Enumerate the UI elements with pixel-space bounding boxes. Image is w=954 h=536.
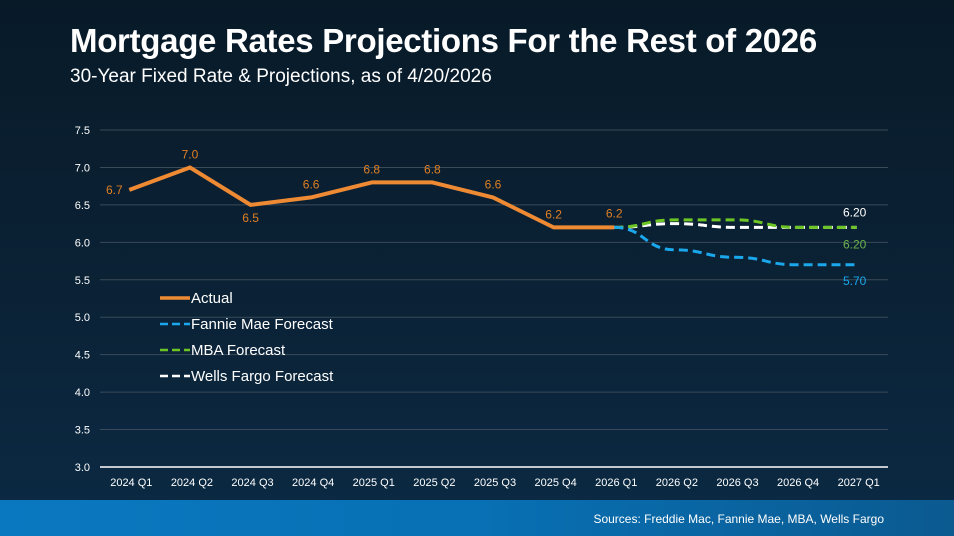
- legend-label: Actual: [191, 290, 233, 307]
- data-label-actual: 6.2: [606, 206, 623, 220]
- y-tick-label: 5.5: [75, 275, 90, 287]
- legend-item: Actual: [160, 290, 233, 307]
- data-label-actual: 6.5: [242, 211, 259, 225]
- x-tick-label: 2024 Q2: [171, 477, 213, 489]
- footer-banner: Sources: Freddie Mac, Fannie Mae, MBA, W…: [0, 500, 954, 536]
- data-label-actual: 6.7: [106, 183, 123, 197]
- x-tick-label: 2026 Q4: [777, 477, 819, 489]
- x-tick-label: 2024 Q4: [292, 477, 334, 489]
- y-tick-label: 3.0: [75, 462, 90, 474]
- legend: Actual Fannie Mae Forecast MBA Forecast Wel…: [160, 290, 334, 385]
- x-axis-ticks: 2024 Q1 2024 Q2 2024 Q3 2024 Q4 2025 Q1 2025 …: [110, 477, 880, 489]
- x-tick-label: 2025 Q4: [535, 477, 577, 489]
- data-label-actual: 6.6: [485, 177, 502, 191]
- data-label-end-mba-forecast: 6.20: [843, 237, 867, 251]
- gridlines: [100, 129, 888, 468]
- data-label-actual: 7.0: [182, 147, 199, 161]
- y-tick-label: 5.0: [75, 312, 90, 324]
- legend-item: MBA Forecast: [160, 342, 286, 359]
- y-tick-label: 4.5: [75, 350, 90, 362]
- y-tick-label: 4.0: [75, 387, 90, 399]
- x-tick-label: 2026 Q2: [656, 477, 698, 489]
- x-tick-label: 2027 Q1: [838, 477, 880, 489]
- x-tick-label: 2026 Q3: [716, 477, 758, 489]
- legend-item: Wells Fargo Forecast: [160, 368, 334, 385]
- series-lines: [128, 165, 857, 267]
- x-tick-label: 2025 Q3: [474, 477, 516, 489]
- chart-subtitle: 30-Year Fixed Rate & Projections, as of …: [70, 66, 492, 87]
- y-axis-ticks: 7.5 7.0 6.5 6.0 5.5 5.0 4.5 4.0 3.5 3.0: [75, 125, 90, 474]
- data-label-end-fannie-mae-forecast: 5.70: [843, 274, 867, 288]
- legend-item: Fannie Mae Forecast: [160, 316, 334, 333]
- series-line-actual: [128, 165, 615, 230]
- legend-label: Wells Fargo Forecast: [191, 368, 334, 385]
- legend-label: MBA Forecast: [191, 342, 286, 359]
- series-line-wells-fargo-forecast: [614, 222, 857, 229]
- data-label-actual: 6.8: [363, 162, 380, 176]
- chart-title: Mortgage Rates Projections For the Rest …: [70, 22, 817, 59]
- y-tick-label: 6.0: [75, 237, 90, 249]
- line-chart: 7.57.06.56.05.55.04.54.03.53.0 2024 Q1 20…: [75, 125, 888, 489]
- x-tick-label: 2024 Q3: [231, 477, 273, 489]
- data-labels: 6.7 7.0 6.5 6.6 6.8 6.8 6.6 6.2 6.2 5.70 6.20 6.20: [106, 147, 867, 287]
- y-tick-label: 7.5: [75, 125, 90, 137]
- x-tick-label: 2026 Q1: [595, 477, 637, 489]
- y-tick-label: 3.5: [75, 425, 90, 437]
- y-tick-label: 7.0: [75, 162, 90, 174]
- x-tick-label: 2024 Q1: [110, 477, 152, 489]
- series-line-fannie-mae-forecast: [614, 225, 857, 267]
- data-label-actual: 6.2: [545, 207, 562, 221]
- data-label-actual: 6.6: [303, 177, 320, 191]
- sources-text: Sources: Freddie Mac, Fannie Mae, MBA, W…: [593, 512, 884, 526]
- data-label-actual: 6.8: [424, 162, 441, 176]
- data-label-end-wells-fargo-forecast: 6.20: [843, 205, 867, 219]
- y-tick-label: 6.5: [75, 200, 90, 212]
- series-line-mba-forecast: [614, 218, 857, 229]
- x-tick-label: 2025 Q2: [413, 477, 455, 489]
- legend-label: Fannie Mae Forecast: [191, 316, 334, 333]
- x-tick-label: 2025 Q1: [353, 477, 395, 489]
